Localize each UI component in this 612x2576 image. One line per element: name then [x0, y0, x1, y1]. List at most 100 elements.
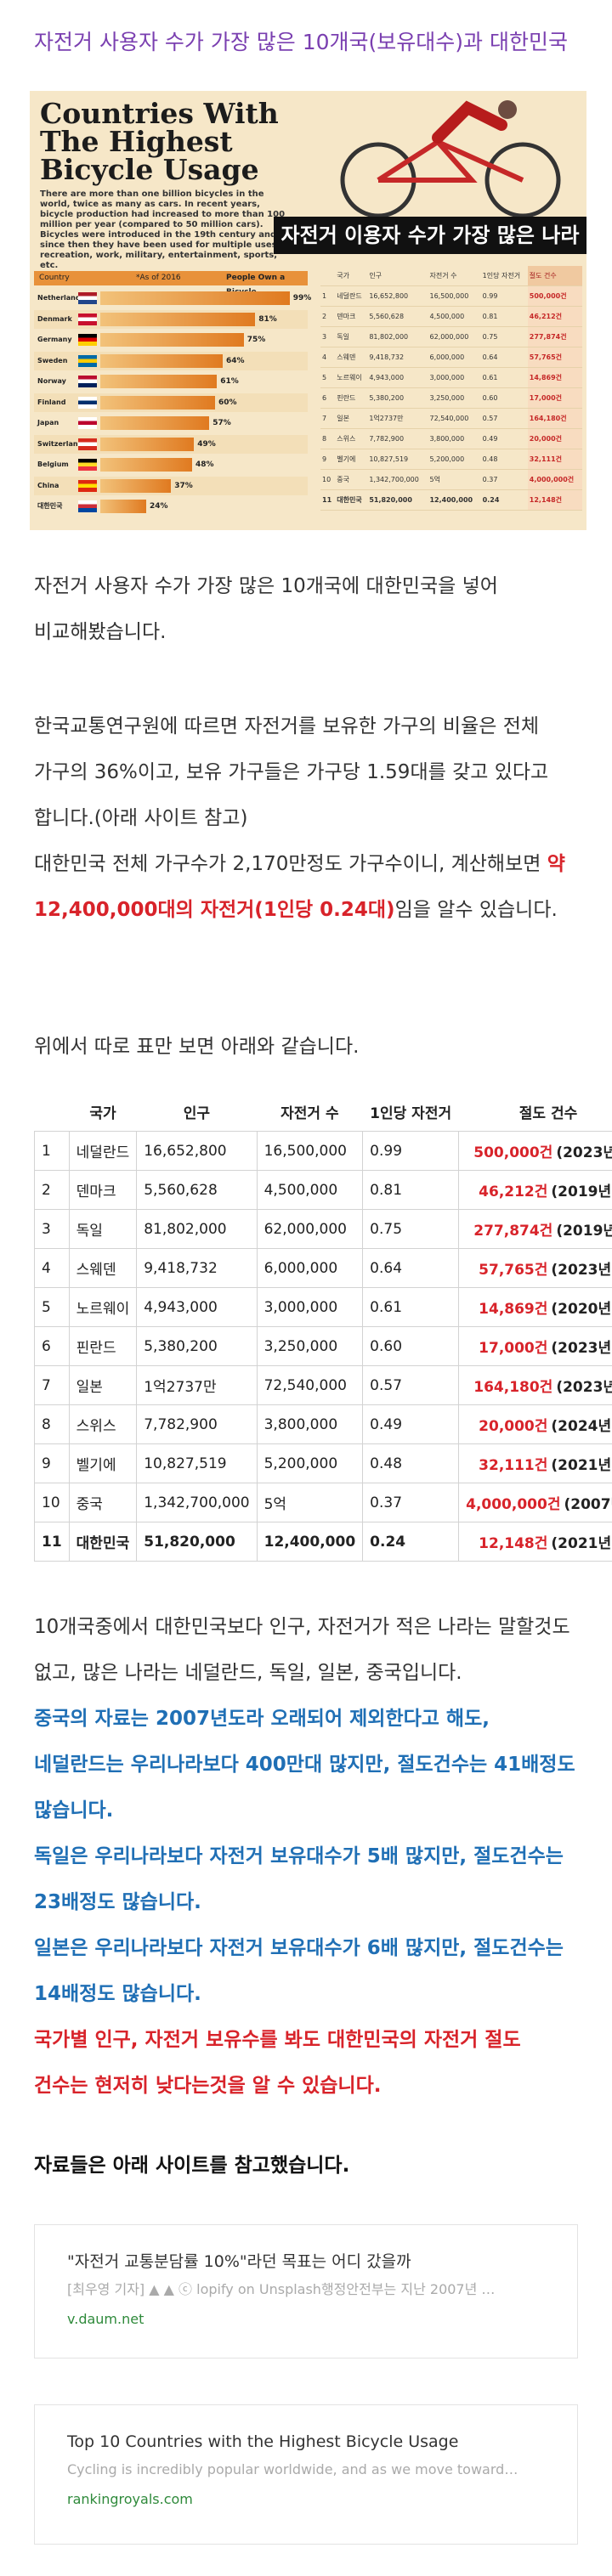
table-cell: 12,400,000 — [428, 489, 481, 511]
header-cell: 인구 — [367, 266, 428, 286]
table-row: 8 스위스 7,782,900 3,800,000 0.49 20,000건 — [320, 428, 582, 449]
infographic-description: There are more than one billion bicycles… — [40, 189, 286, 270]
link-card[interactable]: "자전거 교통분담률 10%"라던 목표는 어디 갔을까 [최우영 기자] ▲ … — [34, 2224, 578, 2359]
country-label: 대한민국 — [37, 502, 63, 510]
table-cell: 4,943,000 — [367, 367, 428, 388]
table-cell: 덴마크 — [68, 1170, 138, 1210]
theft-year: (2021년) — [551, 1535, 612, 1552]
table-row: 11 대한민국 51,820,000 12,400,000 0.24 12,148건 — [320, 489, 582, 511]
table-cell: 0.75 — [480, 326, 528, 347]
text: 임을 알수 있습니다. — [394, 899, 558, 921]
table-cell: 덴마크 — [335, 306, 368, 327]
table-cell: 0.61 — [480, 367, 528, 388]
table-cell: 핀란드 — [335, 387, 368, 409]
table-cell: 0.48 — [362, 1443, 460, 1483]
country-label: Sweden — [37, 356, 68, 364]
table-cell: 대한민국 — [68, 1522, 138, 1562]
table-cell: 2 — [320, 306, 336, 327]
bar-value-label: 75% — [246, 336, 266, 344]
theft-year: (2021년) — [551, 1457, 612, 1474]
note: 중국의 자료는 2007년도라 오래되어 제외한다고 해도, 네덜란드는 우리나… — [34, 1708, 575, 1822]
theft-year: (2023년) — [551, 1262, 612, 1279]
table-cell: 독일 — [68, 1209, 138, 1249]
table-row: 1 네덜란드 16,652,800 16,500,000 0.99 500,000건 (20… — [34, 1131, 612, 1171]
table-row: 3 독일 81,802,000 62,000,000 0.75 277,874건 (2019… — [34, 1209, 612, 1249]
table-cell: 벨기에 — [68, 1443, 138, 1483]
table-row: 8 스위스 7,782,900 3,800,000 0.49 20,000건 (2024년) — [34, 1404, 612, 1444]
table-cell: 10 — [320, 469, 336, 490]
header-cell — [320, 266, 336, 286]
flag — [78, 313, 97, 325]
theft-cell: 12,148건 (2021년) — [458, 1522, 612, 1562]
link-card[interactable]: Top 10 Countries with the Highest Bicycl… — [34, 2404, 578, 2545]
table-cell: 독일 — [335, 326, 368, 347]
table-cell: 0.49 — [362, 1404, 460, 1444]
header-cell — [34, 1092, 70, 1132]
table-row: 9 벨기에 10,827,519 5,200,000 0.48 32,111건 — [320, 449, 582, 470]
text: 대한민국 전체 가구수가 2,170만정도 가구수이니, 계산해보면 — [34, 853, 547, 875]
theft-cell: 57,765건 (2023년) — [458, 1248, 612, 1288]
table-row: 11 대한민국 51,820,000 12,400,000 0.24 12,148건 (20… — [34, 1522, 612, 1562]
highlight-text: 약 12,400,000대의 자전거(1인당 0.24대) — [34, 853, 565, 921]
header-cell: 국가 — [68, 1092, 138, 1132]
table-cell: 스위스 — [68, 1404, 138, 1444]
bar — [100, 458, 192, 472]
theft-year: (2023년) — [556, 1379, 612, 1396]
table-cell: 3,800,000 — [428, 428, 481, 449]
table-cell: 0.48 — [480, 449, 528, 470]
table-cell: 2 — [34, 1170, 70, 1210]
table-cell: 5,380,200 — [367, 387, 428, 409]
table-cell: 0.57 — [480, 408, 528, 429]
table-cell: 스위스 — [335, 428, 368, 449]
table-cell: 5억 — [428, 469, 481, 490]
paragraph: 자전거 사용자 수가 가장 많은 10개국에 대한민국을 넣어 비교해봤습니다. — [34, 575, 498, 643]
theft-count: 57,765건 — [479, 1262, 548, 1279]
flag — [78, 292, 97, 304]
paragraph: 한국교통연구원에 따르면 자전거를 보유한 가구의 비율은 전체 가구의 36%… — [34, 715, 549, 829]
bar — [100, 437, 195, 451]
theft-year: (2023년) — [556, 1144, 612, 1161]
table-cell: 5억 — [256, 1483, 364, 1522]
header-cell: 인구 — [136, 1092, 258, 1132]
theft-year: (2007년) — [564, 1496, 612, 1513]
table-cell: 16,652,800 — [367, 285, 428, 307]
table-cell: 네덜란드 — [335, 285, 368, 307]
bar-header-text: Country — [39, 274, 70, 282]
bar — [100, 353, 223, 368]
table-row: 6 핀란드 5,380,200 3,250,000 0.60 17,000건 — [320, 387, 582, 409]
table-cell: 일본 — [68, 1365, 138, 1405]
flag — [78, 459, 97, 471]
bar-row: Germany 75% — [34, 330, 308, 349]
infographic: Countries With The Highest Bicycle Usage… — [30, 91, 586, 530]
theft-count: 46,212건 — [479, 1183, 548, 1200]
theft-count: 164,180건 — [473, 1379, 553, 1396]
theft-year: (2019년) — [551, 1183, 612, 1200]
table-cell: 12,400,000 — [256, 1522, 364, 1562]
flag — [78, 396, 97, 409]
bar — [100, 416, 210, 430]
theft-year: (2023년) — [551, 1340, 612, 1357]
theft-count: 17,000건 — [479, 1340, 548, 1357]
table-cell: 0.60 — [362, 1326, 460, 1366]
table-row: 7 일본 1억2737만 72,540,000 0.57 164,180건 — [320, 408, 582, 429]
bar-value-label: 81% — [258, 314, 277, 324]
bar-value-label: 37% — [174, 481, 193, 490]
country-label: Finland — [37, 398, 66, 406]
theft-count: 500,000건 — [473, 1144, 553, 1161]
theft-count: 12,148건 — [479, 1535, 548, 1552]
table-cell: 46,212건 — [527, 306, 582, 327]
header-cell: 절도 건수 — [458, 1092, 612, 1132]
table-cell: 3,250,000 — [428, 387, 481, 409]
table-cell: 0.49 — [480, 428, 528, 449]
country-label: Netherlands — [37, 294, 85, 302]
table-cell: 62,000,000 — [256, 1209, 364, 1249]
bar-value-label: 57% — [212, 419, 231, 427]
bar — [100, 312, 256, 326]
paragraph: 10개국중에서 대한민국보다 인구, 자전거가 적은 나라는 말할것도 없고, … — [34, 1616, 570, 1684]
theft-cell: 32,111건 (2021년) — [458, 1443, 612, 1483]
table-cell: 5,560,628 — [136, 1170, 258, 1210]
table-cell: 51,820,000 — [136, 1522, 258, 1562]
table-cell: 0.37 — [362, 1483, 460, 1522]
table-cell: 0.99 — [362, 1131, 460, 1171]
